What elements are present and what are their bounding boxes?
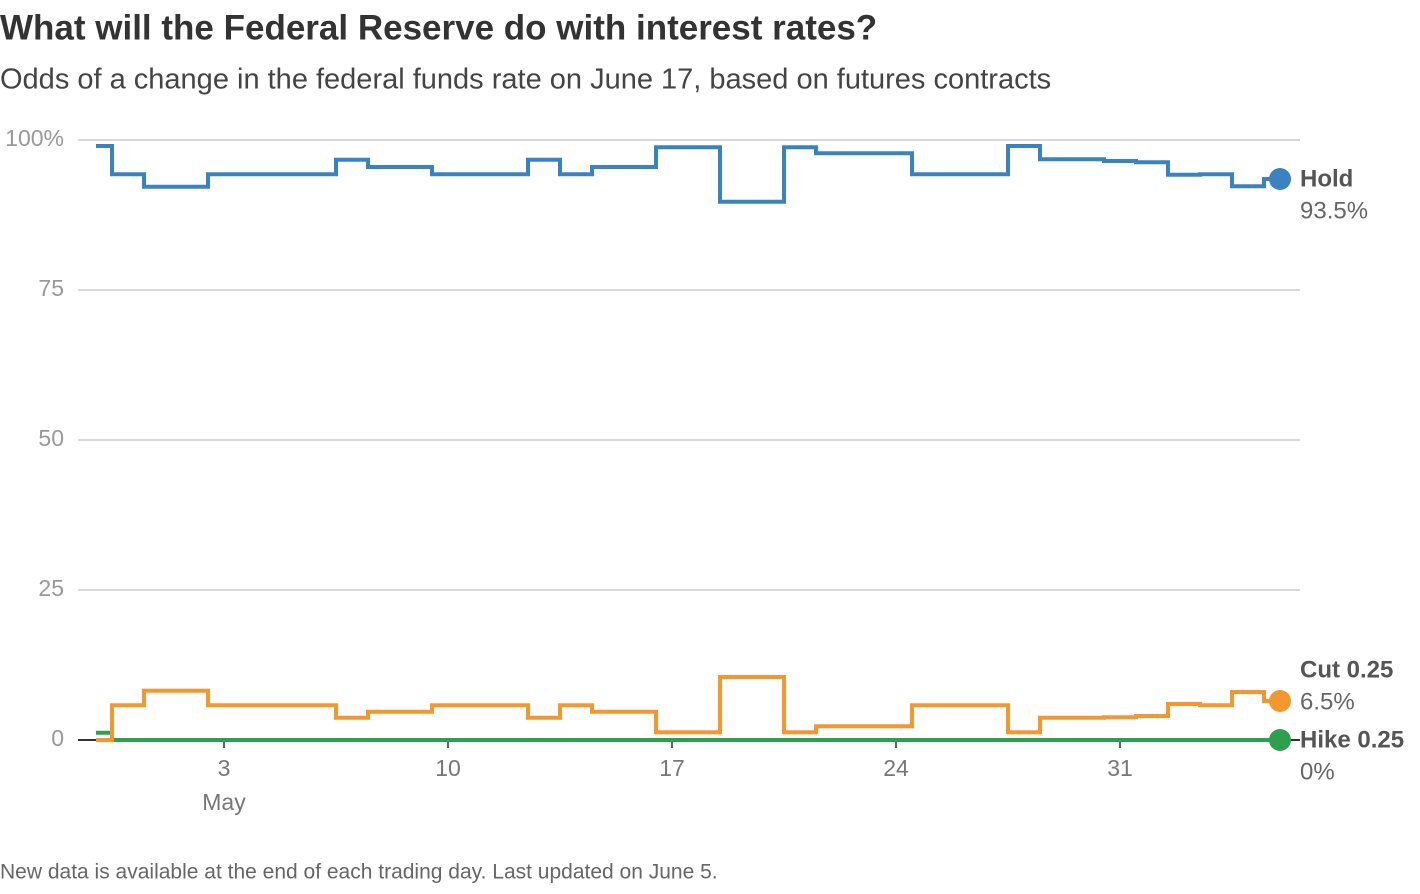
series-name: Cut 0.25	[1300, 656, 1393, 683]
series-line	[96, 144, 1280, 204]
end-value-label: 93.5%	[1300, 197, 1368, 224]
chart-subtitle: Odds of a change in the federal funds ra…	[0, 64, 1051, 96]
series-name: Hike 0.25	[1300, 726, 1404, 753]
y-tick-label: 0	[51, 725, 64, 751]
x-month-label: May	[202, 789, 246, 815]
end-dot	[1269, 729, 1291, 751]
end-value-label: 0%	[1300, 758, 1335, 785]
end-value-label: 6.5%	[1300, 688, 1355, 715]
chart-title: What will the Federal Reserve do with in…	[0, 8, 877, 47]
series-name: Hold	[1300, 165, 1353, 192]
y-tick-label: 50	[38, 425, 64, 451]
footnote: New data is available at the end of each…	[0, 861, 718, 884]
y-tick-label: 25	[38, 575, 64, 601]
x-tick-label: 24	[883, 755, 909, 781]
x-tick-label: 17	[659, 755, 685, 781]
series-line	[96, 675, 1280, 742]
series-line	[96, 730, 1280, 742]
x-tick-label: 3	[218, 755, 231, 781]
x-tick-label: 10	[435, 755, 461, 781]
y-tick-label: 75	[38, 275, 64, 301]
end-dot	[1269, 690, 1291, 712]
end-dot	[1269, 168, 1291, 190]
y-tick-label: 100%	[5, 125, 64, 151]
x-tick-label: 31	[1107, 755, 1133, 781]
